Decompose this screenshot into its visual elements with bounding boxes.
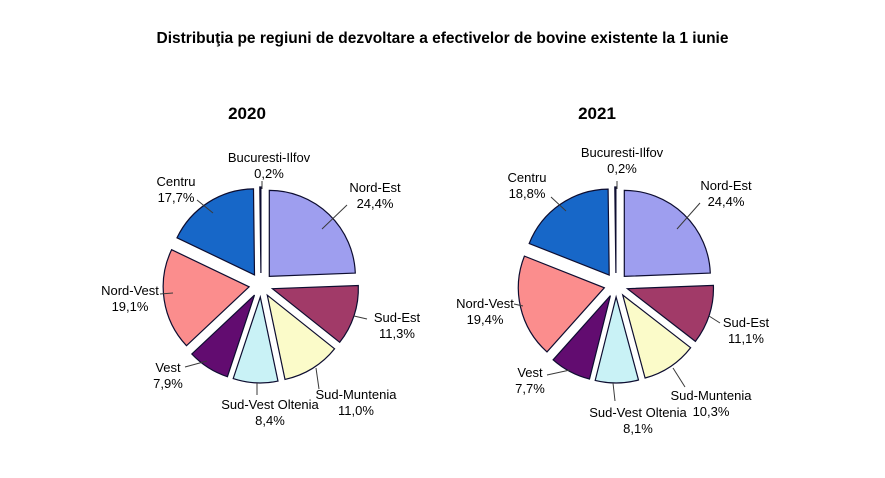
pie-slice-sud-vest-oltenia	[594, 294, 640, 384]
pie-slice-centru	[176, 188, 256, 276]
label-leader-line	[321, 204, 348, 230]
slice-percent: 17,7%	[158, 190, 195, 205]
page-title: Distribuţia pe regiuni de dezvoltare a e…	[156, 30, 729, 47]
slice-percent: 11,0%	[338, 403, 374, 418]
pie-slice-nord-est	[623, 189, 711, 278]
pie-slice-nord-est	[268, 189, 356, 278]
slice-label: Nord-Est	[700, 178, 752, 193]
slice-percent: 0,2%	[607, 161, 637, 176]
pie-slice-centru	[528, 188, 610, 276]
slice-label: Nord-Vest	[456, 296, 514, 311]
slice-label: Sud-Est	[374, 310, 421, 325]
pie-slice-sud-vest-oltenia	[232, 294, 279, 384]
label-leader-line	[315, 367, 320, 390]
slice-percent: 0,2%	[254, 166, 284, 181]
slice-percent: 8,4%	[255, 413, 285, 428]
slice-label: Centru	[507, 170, 546, 185]
slice-percent: 24,4%	[357, 196, 394, 211]
pie-slice-nord-vest	[517, 255, 606, 353]
pie-slice-vest	[190, 294, 256, 378]
label-leader-line	[184, 360, 208, 368]
slice-percent: 11,1%	[728, 331, 764, 346]
pie-slice-sud-est	[625, 284, 715, 343]
pie-slice-sud-est	[270, 284, 359, 344]
slice-percent: 11,3%	[379, 326, 415, 341]
pie-slice-vest	[552, 295, 611, 380]
slice-percent: 8,1%	[623, 421, 653, 436]
slice-label: Bucuresti-Ilfov	[581, 145, 664, 160]
slice-label: Nord-Est	[349, 180, 401, 195]
slice-label: Vest	[517, 365, 543, 380]
slice-label: Sud-Muntenia	[671, 388, 753, 403]
slice-percent: 10,3%	[693, 404, 730, 419]
slice-label: Centru	[156, 174, 195, 189]
slice-label: Vest	[155, 360, 181, 375]
label-leader-line	[708, 315, 721, 324]
slice-percent: 7,9%	[153, 376, 183, 391]
label-leader-line	[196, 199, 214, 214]
chart-2020-title: 2020	[228, 104, 266, 123]
pie-slice-bucuresti-ilfov	[614, 186, 617, 274]
slice-label: Sud-Vest Oltenia	[221, 397, 319, 412]
slice-label: Sud-Est	[723, 315, 770, 330]
label-leader-line	[353, 315, 368, 320]
label-leader-line	[513, 303, 524, 307]
slice-percent: 19,4%	[467, 312, 504, 327]
label-leader-line	[676, 202, 701, 230]
label-leader-line	[672, 367, 686, 388]
pie-slice-nord-vest	[162, 248, 251, 347]
slice-percent: 7,7%	[515, 381, 545, 396]
slice-label: Bucuresti-Ilfov	[228, 150, 311, 165]
chart-2021-title: 2021	[578, 104, 616, 123]
slice-label: Nord-Vest	[101, 283, 159, 298]
slice-percent: 19,1%	[112, 299, 149, 314]
slice-percent: 18,8%	[509, 186, 546, 201]
label-leader-line	[546, 369, 571, 376]
pie-slice-sud-muntenia	[266, 293, 336, 381]
label-leader-line	[550, 196, 567, 212]
label-leader-line	[159, 292, 174, 295]
slice-label: Sud-Muntenia	[316, 387, 398, 402]
label-leader-line	[612, 382, 616, 402]
pie-slice-bucuresti-ilfov	[259, 186, 262, 274]
slice-label: Sud-Vest Oltenia	[589, 405, 687, 420]
pie-slice-sud-muntenia	[621, 293, 692, 379]
slice-percent: 24,4%	[708, 194, 745, 209]
